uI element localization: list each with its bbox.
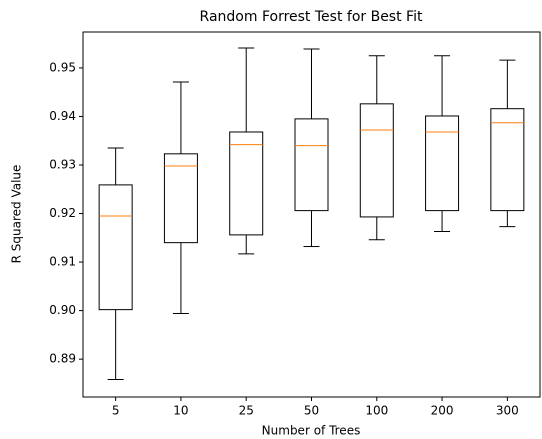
x-tick-label: 100 xyxy=(365,404,388,418)
x-tick-label: 25 xyxy=(239,404,254,418)
box xyxy=(359,103,394,218)
box xyxy=(294,118,329,212)
x-tick-label: 50 xyxy=(304,404,319,418)
x-tick-label: 300 xyxy=(496,404,519,418)
y-tick-label: 0.95 xyxy=(49,60,76,74)
box xyxy=(163,153,198,244)
x-tick-label: 200 xyxy=(431,404,454,418)
x-tick-label: 10 xyxy=(173,404,188,418)
box xyxy=(490,108,525,212)
chart-title: Random Forrest Test for Best Fit xyxy=(200,9,423,25)
y-tick-label: 0.92 xyxy=(49,206,76,220)
y-tick-label: 0.93 xyxy=(49,157,76,171)
y-tick-label: 0.90 xyxy=(49,303,76,317)
y-axis-label: R Squared Value xyxy=(10,165,24,264)
box xyxy=(98,184,133,311)
box xyxy=(229,131,264,236)
y-tick-label: 0.94 xyxy=(49,109,76,123)
x-axis-label: Number of Trees xyxy=(262,424,361,438)
y-tick-label: 0.91 xyxy=(49,255,76,269)
y-tick-label: 0.89 xyxy=(49,352,76,366)
box xyxy=(425,115,460,212)
x-tick-label: 5 xyxy=(112,404,120,418)
